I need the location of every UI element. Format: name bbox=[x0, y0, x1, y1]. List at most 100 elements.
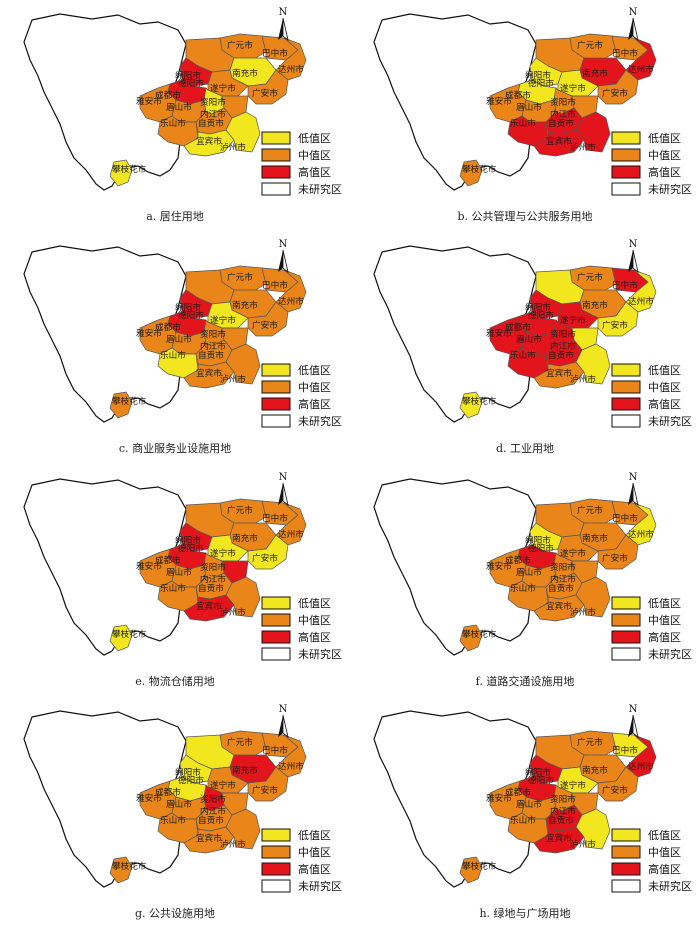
legend-label-low: 低值区 bbox=[648, 829, 681, 842]
city-label-leshan: 乐山市 bbox=[510, 117, 536, 129]
panel-caption: h. 绿地与广场用地 bbox=[479, 907, 571, 920]
city-label-dazhou: 达州市 bbox=[278, 528, 304, 540]
city-label-yibin: 宜宾市 bbox=[196, 135, 222, 147]
city-label-panzhihua: 攀枝花市 bbox=[112, 395, 147, 407]
city-label-meishan: 眉山市 bbox=[516, 333, 542, 345]
legend-label-none: 未研究区 bbox=[648, 414, 692, 428]
city-label-yibin: 宜宾市 bbox=[196, 367, 222, 379]
legend-label-low: 低值区 bbox=[648, 132, 681, 145]
legend-swatch-none bbox=[611, 414, 641, 428]
region-guangan bbox=[597, 766, 639, 802]
legend-swatch-high bbox=[261, 165, 291, 179]
region-luzhou bbox=[575, 343, 611, 385]
legend-label-low: 低值区 bbox=[298, 597, 331, 610]
legend-swatch-mid bbox=[261, 380, 291, 394]
region-deyang bbox=[179, 289, 213, 319]
legend-swatch-none bbox=[261, 414, 291, 428]
city-label-guangyuan: 广元市 bbox=[227, 39, 253, 51]
city-label-mianyang: 绵阳市 bbox=[525, 534, 551, 546]
panel-caption: a. 居住用地 bbox=[146, 210, 204, 223]
city-label-mianyang: 绵阳市 bbox=[525, 301, 551, 313]
city-label-neijiang: 内江市 bbox=[550, 805, 576, 817]
legend-swatch-none bbox=[611, 182, 641, 196]
north-arrow-icon: N bbox=[628, 472, 639, 507]
city-label-deyang: 德阳市 bbox=[178, 77, 204, 89]
city-label-guangan: 广安市 bbox=[602, 319, 628, 331]
legend-swatch-none bbox=[611, 879, 641, 893]
city-label-zigong: 自贡市 bbox=[198, 582, 224, 594]
city-label-deyang: 德阳市 bbox=[528, 542, 554, 554]
city-label-panzhihua: 攀枝花市 bbox=[462, 860, 497, 872]
svg-text:N: N bbox=[629, 704, 638, 715]
city-label-suining: 遂宁市 bbox=[560, 547, 586, 559]
city-label-yaan: 雅安市 bbox=[486, 560, 512, 572]
city-label-ziyang: 资阳市 bbox=[200, 561, 226, 573]
map-panel: 广元市 巴中市 达州市 绵阳市 南充市 德阳市 成都市 遂宁市 广安市 雅安市 眉山市 资阳市 内江市乐… bbox=[350, 0, 700, 232]
city-label-nanchong: 南充市 bbox=[582, 764, 608, 776]
legend-swatch-mid bbox=[611, 148, 641, 162]
city-label-bazhong: 巴中市 bbox=[612, 279, 638, 291]
city-label-yibin: 宜宾市 bbox=[196, 832, 222, 844]
region-deyang bbox=[529, 289, 563, 319]
region-luzhou bbox=[575, 111, 611, 153]
legend-swatch-mid bbox=[611, 613, 641, 627]
legend-swatch-mid bbox=[261, 613, 291, 627]
city-label-neijiang: 内江市 bbox=[550, 340, 576, 352]
legend-swatch-low bbox=[261, 131, 291, 145]
region-luzhou bbox=[225, 576, 261, 618]
city-label-leshan: 乐山市 bbox=[510, 814, 536, 826]
city-label-ziyang: 资阳市 bbox=[550, 96, 576, 108]
city-label-yaan: 雅安市 bbox=[486, 327, 512, 339]
legend-swatch-low bbox=[261, 596, 291, 610]
city-label-suining: 遂宁市 bbox=[560, 779, 586, 791]
city-label-leshan: 乐山市 bbox=[160, 582, 186, 594]
city-label-chengdu: 成都市 bbox=[505, 321, 531, 333]
city-label-panzhihua: 攀枝花市 bbox=[462, 163, 497, 175]
city-label-chengdu: 成都市 bbox=[505, 786, 531, 798]
city-label-meishan: 眉山市 bbox=[516, 798, 542, 810]
city-label-panzhihua: 攀枝花市 bbox=[462, 395, 497, 407]
city-label-zigong: 自贡市 bbox=[548, 117, 574, 129]
region-luzhou bbox=[225, 111, 261, 153]
legend-label-high: 高值区 bbox=[648, 630, 681, 644]
region-deyang bbox=[179, 57, 213, 87]
region-panzhihua bbox=[109, 159, 133, 187]
legend-label-low: 低值区 bbox=[298, 132, 331, 145]
city-label-ziyang: 资阳市 bbox=[550, 561, 576, 573]
legend-swatch-high bbox=[611, 862, 641, 876]
city-label-luzhou: 泸州市 bbox=[220, 838, 246, 850]
panel-caption: g. 公共设施用地 bbox=[134, 907, 216, 920]
map-panel: 广元市 巴中市 达州市 绵阳市 南充市 德阳市 成都市 遂宁市 广安市 雅安市 眉山市 资阳市 内江市乐… bbox=[350, 697, 700, 929]
city-label-yaan: 雅安市 bbox=[136, 560, 162, 572]
province-outline bbox=[373, 478, 537, 656]
city-label-panzhihua: 攀枝花市 bbox=[112, 163, 147, 175]
city-label-zigong: 自贡市 bbox=[548, 814, 574, 826]
legend-swatch-mid bbox=[611, 380, 641, 394]
city-label-chengdu: 成都市 bbox=[155, 89, 181, 101]
city-label-nanchong: 南充市 bbox=[582, 299, 608, 311]
svg-text:N: N bbox=[279, 7, 288, 18]
city-label-zigong: 自贡市 bbox=[198, 349, 224, 361]
map-panel: 广元市 巴中市 达州市 绵阳市 南充市 德阳市 成都市 遂宁市 广安市 雅安市 眉山市 资阳市 内江市乐… bbox=[350, 465, 700, 697]
city-label-ziyang: 资阳市 bbox=[550, 328, 576, 340]
city-label-yibin: 宜宾市 bbox=[546, 135, 572, 147]
city-label-bazhong: 巴中市 bbox=[262, 279, 288, 291]
legend-swatch-none bbox=[611, 647, 641, 661]
city-label-ziyang: 资阳市 bbox=[200, 793, 226, 805]
city-label-guangyuan: 广元市 bbox=[577, 271, 603, 283]
legend-swatch-none bbox=[261, 182, 291, 196]
city-label-luzhou: 泸州市 bbox=[220, 373, 246, 385]
region-panzhihua bbox=[459, 159, 483, 187]
city-label-luzhou: 泸州市 bbox=[570, 141, 596, 153]
city-label-chengdu: 成都市 bbox=[505, 554, 531, 566]
city-label-leshan: 乐山市 bbox=[160, 814, 186, 826]
city-label-nanchong: 南充市 bbox=[232, 299, 258, 311]
region-panzhihua bbox=[459, 624, 483, 652]
north-arrow-icon: N bbox=[278, 472, 289, 507]
city-label-yaan: 雅安市 bbox=[486, 792, 512, 804]
city-label-guangyuan: 广元市 bbox=[577, 39, 603, 51]
legend-swatch-high bbox=[611, 397, 641, 411]
north-arrow-icon: N bbox=[278, 704, 289, 739]
